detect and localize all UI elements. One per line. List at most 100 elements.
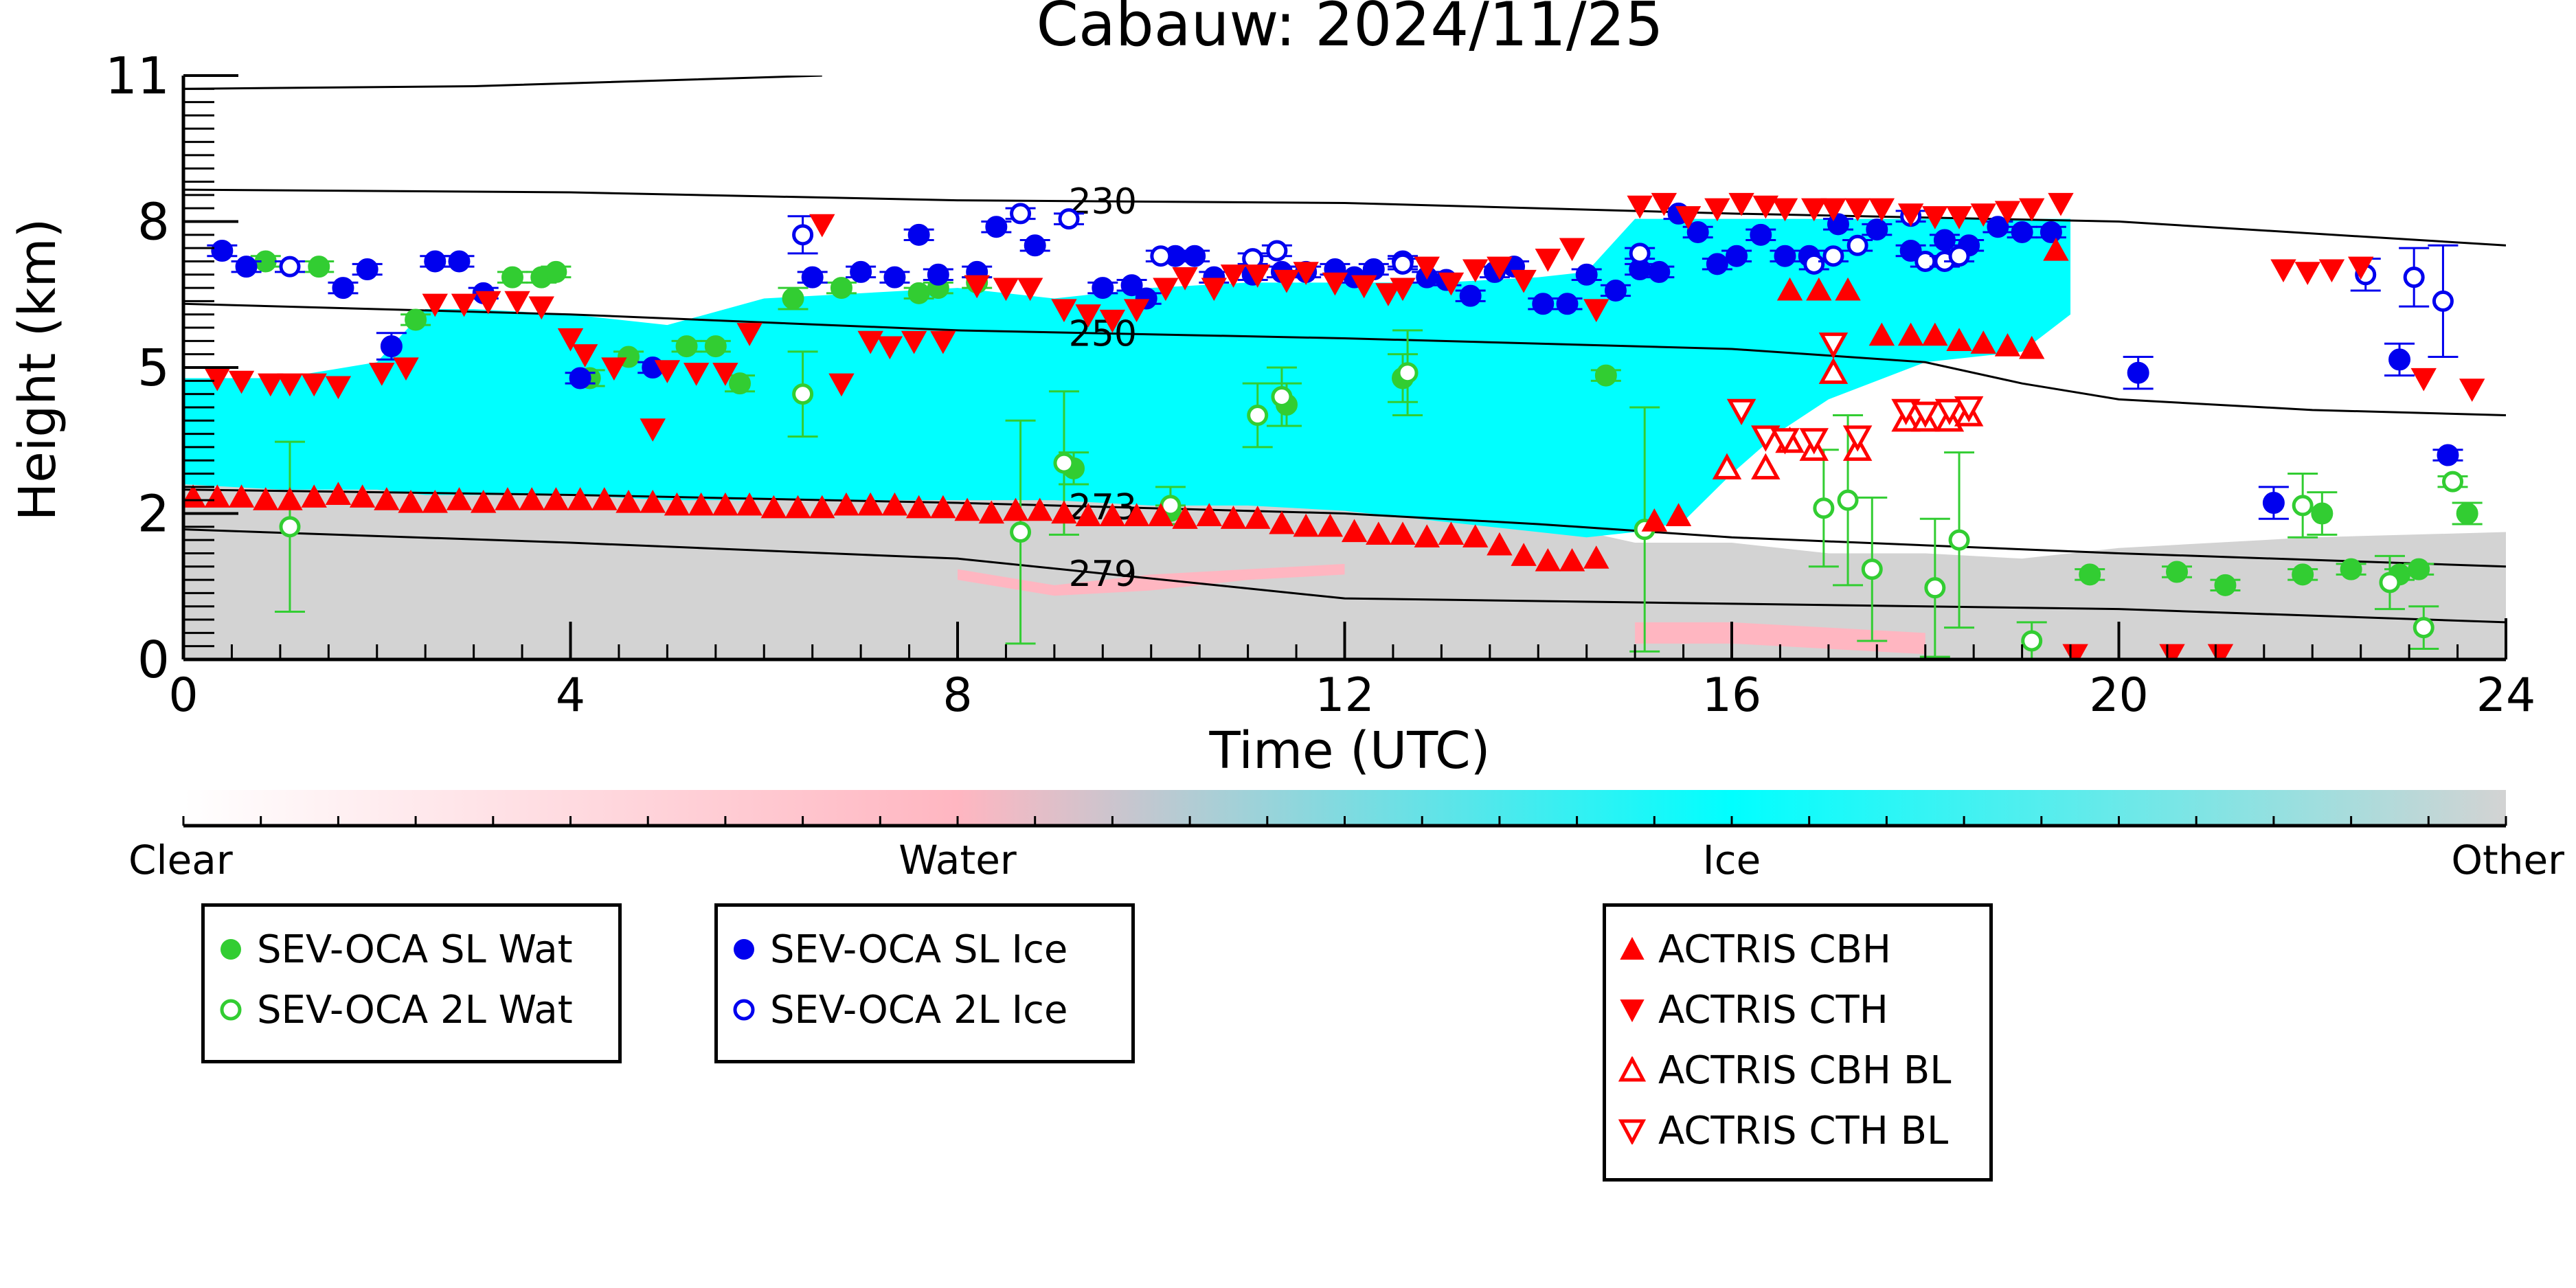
- colorbar: Clear Water Ice Other: [128, 790, 2564, 883]
- legend-entry-label: SEV-OCA SL Ice: [770, 927, 1068, 972]
- data-point: [1948, 245, 1970, 267]
- legend-entry-label: SEV-OCA 2L Wat: [257, 987, 573, 1032]
- data-point: [2408, 558, 2430, 580]
- data-point: [1002, 497, 1029, 521]
- data-point: [712, 492, 738, 516]
- data-point: [1027, 497, 1053, 521]
- data-point: [1751, 453, 1781, 479]
- data-point: [901, 330, 927, 354]
- legend-marker-icon: [221, 939, 241, 960]
- data-point: [1946, 328, 1972, 351]
- data-point: [1487, 256, 1513, 280]
- data-point: [1954, 396, 1984, 423]
- data-point: [1822, 245, 1844, 267]
- data-point: [301, 373, 327, 397]
- data-point: [2019, 198, 2045, 222]
- data-point: [1842, 425, 1873, 452]
- y-tick-label: 11: [105, 47, 170, 106]
- y-axis-label: Height (km): [8, 218, 67, 521]
- data-point: [1922, 206, 1948, 229]
- data-point: [1247, 405, 1269, 427]
- data-point: [640, 489, 666, 513]
- data-point: [1293, 262, 1319, 285]
- data-point: [1835, 277, 1861, 301]
- data-point: [2040, 221, 2062, 243]
- data-point: [1583, 545, 1609, 569]
- data-point: [954, 497, 980, 521]
- data-point: [569, 367, 591, 389]
- data-point: [2442, 471, 2464, 493]
- data-point: [253, 487, 279, 510]
- data-point: [1772, 198, 1798, 222]
- data-point: [1583, 299, 1609, 323]
- data-point: [1099, 503, 1126, 526]
- data-point: [1392, 253, 1414, 275]
- data-point: [475, 291, 501, 315]
- data-point: [2413, 617, 2434, 639]
- data-point: [1665, 503, 1692, 526]
- data-point: [1868, 322, 1895, 346]
- data-point: [2437, 444, 2459, 466]
- data-point: [446, 487, 473, 510]
- data-point: [1201, 278, 1228, 302]
- data-point: [332, 277, 354, 300]
- legend-entry-label: SEV-OCA SL Wat: [257, 927, 573, 972]
- data-point: [1987, 216, 2009, 238]
- data-point: [1535, 547, 1561, 572]
- legend-entry-label: ACTRIS CTH BL: [1658, 1108, 1949, 1153]
- data-point: [1818, 357, 1849, 384]
- data-point: [1024, 234, 1046, 257]
- colorbar-label-clear: Clear: [128, 837, 233, 883]
- data-point: [204, 484, 231, 508]
- data-point: [325, 482, 352, 506]
- data-point: [235, 256, 258, 278]
- data-point: [1970, 203, 1996, 227]
- data-point: [308, 256, 330, 278]
- data-point: [2214, 574, 2237, 596]
- data-point: [528, 296, 554, 320]
- data-point: [1123, 299, 1150, 323]
- data-point: [228, 370, 255, 394]
- data-point: [1397, 362, 1419, 384]
- data-point: [2340, 558, 2362, 580]
- y-tick-label: 5: [137, 339, 170, 398]
- data-point: [1751, 425, 1781, 452]
- data-point: [2270, 259, 2296, 283]
- series-actris-cth-bl: [1726, 332, 1984, 455]
- data-point: [2166, 561, 2189, 583]
- data-point: [1801, 198, 1827, 222]
- data-point: [277, 373, 303, 397]
- isotherm-line: [183, 302, 2506, 417]
- data-point: [809, 214, 835, 238]
- data-point: [782, 287, 804, 310]
- data-point: [519, 487, 545, 510]
- legend-entry: SEV-OCA 2L Wat: [205, 982, 573, 1037]
- data-point: [1726, 398, 1756, 425]
- data-point: [504, 291, 530, 315]
- data-point: [1511, 269, 1537, 293]
- data-point: [356, 258, 379, 281]
- data-point: [1459, 284, 1482, 307]
- data-point: [1776, 277, 1803, 301]
- data-point: [1092, 277, 1114, 300]
- series-sev-oca-2l-ice: [274, 203, 2459, 359]
- data-point: [1770, 428, 1800, 455]
- data-point: [905, 495, 932, 519]
- data-point: [1706, 253, 1728, 275]
- data-point: [228, 484, 255, 508]
- data-point: [1946, 206, 1972, 229]
- data-point: [930, 495, 956, 519]
- data-point: [1803, 253, 1825, 275]
- data-point: [1897, 322, 1924, 346]
- data-point: [495, 487, 521, 510]
- data-point: [557, 328, 584, 352]
- isotherm-label: 250: [1069, 313, 1137, 354]
- data-point: [1271, 386, 1293, 407]
- legend-marker-icon: [1620, 936, 1645, 960]
- data-point: [1269, 510, 1295, 534]
- data-point: [978, 500, 1005, 524]
- data-point: [1728, 192, 1754, 216]
- data-point: [545, 260, 567, 283]
- data-point: [1726, 245, 1748, 267]
